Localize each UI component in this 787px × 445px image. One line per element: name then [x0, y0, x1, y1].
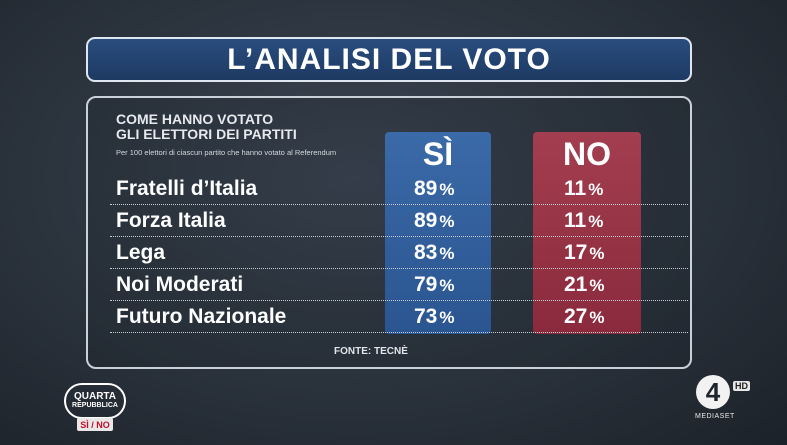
party-name: Noi Moderati [116, 273, 244, 296]
table-row: Lega 83% 17% [110, 238, 688, 269]
hd-badge: HD [733, 381, 750, 391]
network-name: MEDIASET [695, 413, 735, 420]
no-value: 11% [564, 209, 604, 232]
si-value: 79% [414, 273, 455, 296]
no-value: 21% [564, 273, 605, 296]
title-bar: L’ANALISI DEL VOTO [86, 37, 692, 82]
subtitle-line-1: COME HANNO VOTATO [116, 111, 274, 127]
logo-line-1: QUARTA [73, 391, 117, 402]
si-value: 89% [414, 177, 455, 200]
party-name: Lega [116, 241, 166, 264]
methodology-note: Per 100 elettori di ciascun partito che … [116, 148, 337, 157]
si-value: 89% [414, 209, 455, 232]
si-value: 83% [414, 241, 455, 264]
si-value: 73% [414, 305, 455, 328]
quarta-repubblica-logo: QUARTA REPUBBLICA SÌ / NO [64, 383, 126, 431]
rete4-logo: 4 HD MEDIASET [694, 375, 758, 427]
no-value: 11% [564, 177, 604, 200]
party-name: Fratelli d’Italia [116, 177, 258, 200]
subtitle-line-2: GLI ELETTORI DEI PARTITI [116, 126, 297, 142]
table-row: Forza Italia 89% 11% [110, 206, 688, 237]
party-name: Forza Italia [116, 209, 226, 232]
si-column-header: SÌ [422, 135, 454, 172]
logo-ring: QUARTA REPUBBLICA [64, 383, 126, 419]
channel-number: 4 [696, 375, 730, 409]
no-column-header: NO [563, 135, 611, 172]
subtitle: COME HANNO VOTATO GLI ELETTORI DEI PARTI… [116, 112, 297, 142]
table-row: Noi Moderati 79% 21% [110, 270, 688, 301]
no-value: 17% [564, 241, 605, 264]
party-name: Futuro Nazionale [116, 305, 287, 328]
si-no-badge: SÌ / NO [77, 418, 113, 431]
table-row: Fratelli d’Italia 89% 11% [110, 174, 688, 205]
no-value: 27% [564, 305, 605, 328]
source-credit: FONTE: TECNÈ [334, 346, 408, 357]
logo-line-2: REPUBBLICA [72, 402, 118, 409]
table-row: Futuro Nazionale 73% 27% [110, 302, 688, 333]
page-title: L’ANALISI DEL VOTO [227, 42, 551, 76]
